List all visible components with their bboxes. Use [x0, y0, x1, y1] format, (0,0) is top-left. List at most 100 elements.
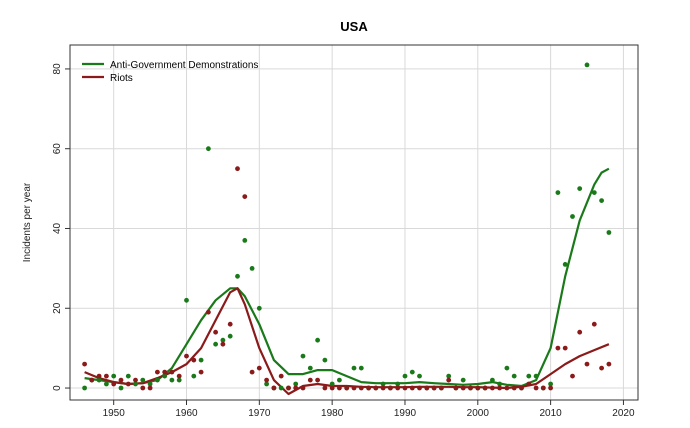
riots-point — [278, 373, 284, 379]
anti-government-demonstrations-point — [133, 381, 138, 387]
anti-government-demonstrations-point — [351, 365, 357, 371]
anti-government-demonstrations-point — [562, 262, 568, 267]
anti-government-demonstrations-point — [111, 373, 117, 379]
riots-point — [526, 381, 532, 387]
anti-government-demonstrations-point — [402, 373, 408, 379]
riots-point — [388, 385, 393, 391]
riots-point — [133, 377, 138, 383]
riots-point — [439, 385, 444, 391]
riots-point — [155, 369, 160, 375]
riots-point — [213, 329, 219, 335]
anti-government-demonstrations-point — [191, 373, 197, 379]
riots-point — [235, 166, 240, 172]
anti-government-demonstrations-point — [322, 357, 328, 363]
x-tick-label: 1960 — [175, 408, 198, 419]
riots-point — [140, 385, 146, 391]
anti-government-demonstrations-point — [315, 337, 320, 343]
legend-label-riots: Riots — [110, 73, 133, 84]
anti-government-demonstrations-point — [125, 373, 131, 379]
anti-government-demonstrations-point — [300, 353, 306, 359]
anti-government-demonstrations-point — [526, 373, 532, 379]
anti-government-demonstrations-point — [264, 381, 269, 387]
riots-point — [271, 385, 277, 391]
anti-government-demonstrations-point — [104, 381, 109, 387]
x-tick-label: 1950 — [103, 408, 126, 419]
riots-point — [570, 373, 575, 379]
anti-government-demonstrations-point — [220, 337, 226, 343]
riots-point — [460, 385, 466, 391]
x-tick-label: 1980 — [321, 408, 344, 419]
riots-point — [242, 194, 248, 200]
riots-point — [176, 373, 182, 379]
anti-government-demonstrations-point — [409, 369, 415, 375]
anti-government-demonstrations-point — [337, 377, 342, 383]
riots-point — [162, 369, 168, 375]
riots-point — [307, 377, 313, 383]
anti-government-demonstrations-point — [242, 238, 248, 243]
gridlines — [70, 45, 638, 400]
riots-point — [111, 381, 117, 387]
riots-point — [511, 385, 517, 391]
riots-point — [519, 385, 524, 391]
anti-government-demonstrations-point — [235, 273, 240, 279]
anti-government-demonstrations-point — [577, 186, 583, 192]
x-tick-label: 1970 — [248, 408, 271, 419]
riots-point — [424, 385, 430, 391]
riots-point — [497, 385, 502, 391]
riots-point — [104, 373, 109, 379]
riots-point — [249, 369, 255, 375]
anti-government-demonstrations-point — [548, 381, 553, 387]
anti-government-demonstrations-point — [140, 377, 146, 383]
riots-point — [184, 353, 189, 359]
anti-government-demonstrations-point — [176, 377, 182, 383]
riots-point — [220, 341, 226, 347]
riots-point — [264, 377, 269, 383]
legend-label-anti-government-demonstrations: Anti-Government Demonstrations — [110, 60, 258, 71]
riots-point — [322, 385, 328, 391]
anti-government-demonstrations-point — [511, 373, 517, 379]
riots-point — [82, 361, 87, 367]
riots-trend-line — [84, 287, 610, 396]
anti-government-demonstrations-point — [446, 373, 452, 379]
riots-point — [96, 373, 102, 379]
anti-government-demonstrations-point — [162, 373, 168, 379]
anti-government-demonstrations-point — [606, 230, 612, 235]
anti-government-demonstrations-point — [293, 381, 299, 387]
anti-government-demonstrations-point — [256, 305, 262, 311]
anti-government-demonstrations-point — [249, 266, 255, 271]
data-points — [82, 62, 612, 391]
riots-point — [351, 385, 357, 391]
y-axis: 0 20 40 60 80 — [52, 63, 70, 391]
riots-point — [417, 385, 422, 391]
trend-lines — [84, 167, 610, 396]
riots-point — [482, 385, 488, 391]
riots-point — [198, 369, 204, 375]
anti-government-demonstrations-point — [599, 198, 604, 204]
riots-point — [533, 385, 539, 391]
riots-point — [315, 377, 320, 383]
riots-point — [300, 385, 306, 391]
anti-government-demonstrations-point — [329, 381, 335, 387]
anti-government-demonstrations-point — [417, 373, 422, 379]
riots-point — [606, 361, 612, 367]
riots-point — [344, 385, 350, 391]
riots-point — [577, 329, 583, 335]
riots-point — [125, 381, 131, 387]
riots-point — [380, 385, 386, 391]
riots-point — [147, 385, 153, 391]
riots-point — [89, 377, 95, 383]
riots-point — [599, 365, 604, 371]
riots-point — [293, 385, 299, 391]
anti-government-demonstrations-point — [504, 365, 510, 371]
riots-point — [373, 385, 379, 391]
anti-government-demonstrations-point — [227, 333, 233, 339]
riots-point — [206, 309, 211, 315]
anti-government-demonstrations-point — [395, 381, 401, 387]
y-tick-label: 60 — [52, 143, 63, 155]
riots-point — [256, 365, 262, 371]
anti-government-demonstrations-point — [591, 190, 597, 196]
riots-point — [366, 385, 371, 391]
anti-government-demonstrations-point — [358, 365, 364, 371]
x-axis: 1950 1960 1970 1980 1990 2000 2010 2020 — [103, 400, 635, 419]
